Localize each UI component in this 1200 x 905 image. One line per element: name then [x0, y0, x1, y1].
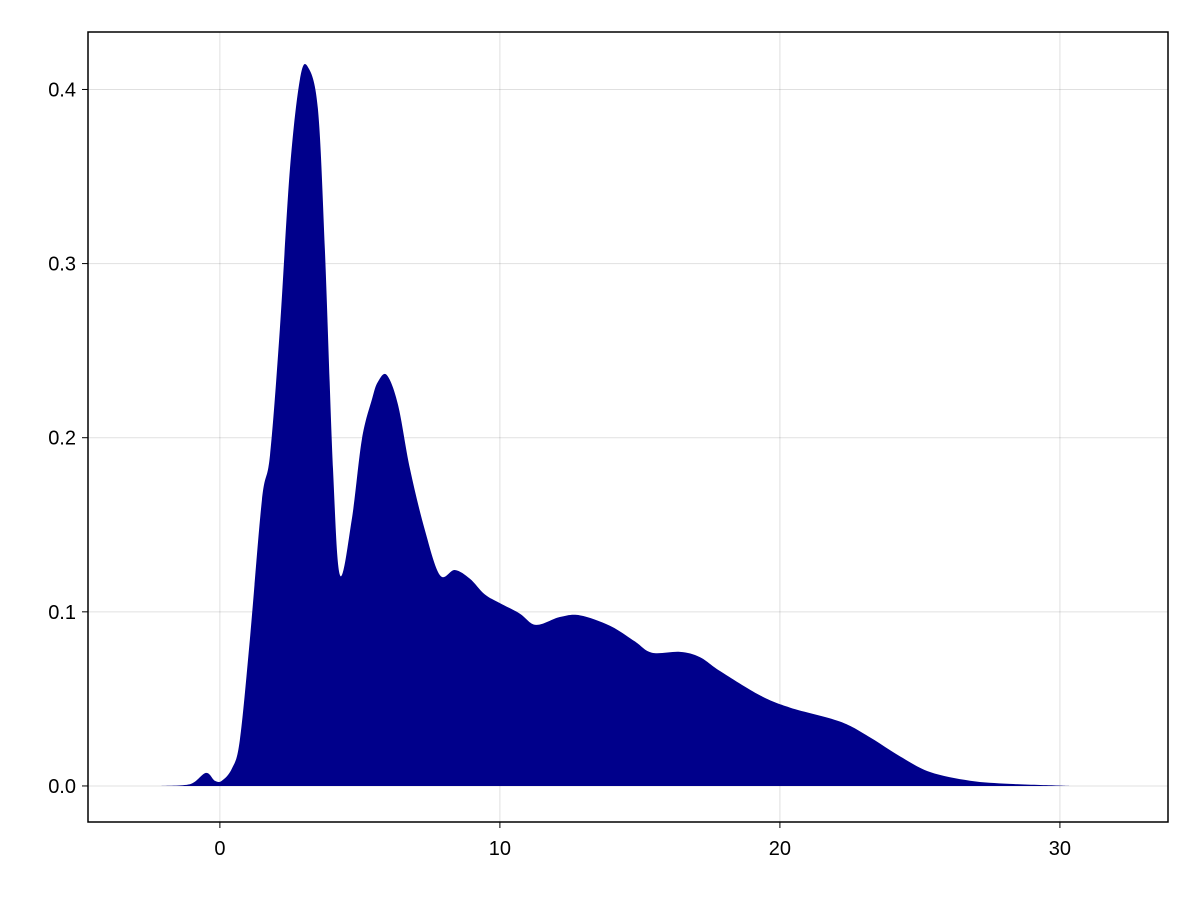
y-tick-label: 0.4 — [48, 79, 76, 101]
density-area — [159, 63, 1070, 786]
y-tick-label: 0.2 — [48, 428, 76, 450]
y-axis: 0.0 0.1 0.2 0.3 0.4 — [48, 79, 88, 798]
x-tick-label: 10 — [489, 838, 511, 860]
plot-frame — [87, 31, 1169, 823]
y-tick-label: 0.0 — [48, 776, 76, 798]
x-tick-label: 30 — [1049, 838, 1071, 860]
x-tick-label: 20 — [769, 838, 791, 860]
x-tick-label: 0 — [214, 838, 225, 860]
x-axis: 0 10 20 30 — [214, 822, 1071, 860]
y-tick-label: 0.1 — [48, 602, 76, 624]
y-tick-label: 0.3 — [48, 254, 76, 276]
